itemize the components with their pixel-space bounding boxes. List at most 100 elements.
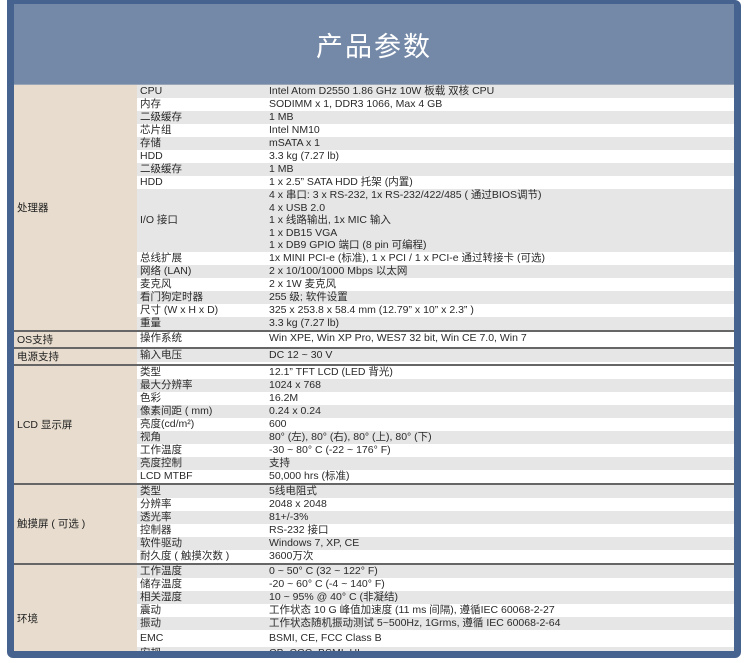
spec-key: 耐久度 ( 触摸次数 ) [140, 549, 230, 562]
spec-value: Windows 7, XP, CE [269, 536, 360, 549]
spec-key: 工作温度 [140, 564, 182, 577]
spec-key: 输入电压 [140, 348, 182, 361]
table-row: 麦克风 2 x 1W 麦克风 [137, 278, 734, 291]
spec-key: 总线扩展 [140, 251, 182, 264]
table-row: 控制器 RS-232 接口 [137, 524, 734, 537]
spec-key: 视角 [140, 430, 161, 443]
section-label: 电源支持 [14, 348, 137, 364]
spec-value: Win XPE, Win XP Pro, WES7 32 bit, Win CE… [269, 331, 527, 344]
spec-key: 震动 [140, 603, 161, 616]
spec-value: mSATA x 1 [269, 137, 320, 149]
table-row: LCD MTBF 50,000 hrs (标准) [137, 470, 734, 483]
spec-section: 处理器 CPU Intel Atom D2550 1.86 GHz 10W 板载 双… [14, 85, 734, 332]
spec-value: 0.24 x 0.24 [269, 404, 321, 417]
spec-key: 储存温度 [140, 577, 182, 590]
spec-key: 存储 [140, 137, 161, 150]
table-row: 分辨率 2048 x 2048 [137, 498, 734, 511]
table-row: 震动 工作状态 10 G 峰值加速度 (11 ms 间隔), 遵循IEC 6006… [137, 604, 734, 617]
table-row: 最大分辨率 1024 x 768 [137, 378, 734, 392]
spec-value: 325 x 253.8 x 58.4 mm (12.79” x 10” x 2.… [269, 303, 474, 316]
spec-value: -30 ~ 80° C (-22 ~ 176° F) [269, 443, 391, 456]
spec-key: 最大分辨率 [140, 378, 193, 391]
spec-section: 触摸屏 ( 可选 ) 类型 5线电阻式 分辨率 2048 x 2048 透光率 81+/-3… [14, 484, 734, 565]
table-row: 像素间距 ( mm) 0.24 x 0.24 [137, 404, 734, 418]
spec-value: CB, CCC, BSMI, UL [269, 646, 363, 658]
spec-key: 亮度(cd/m²) [140, 417, 195, 430]
spec-key: 工作温度 [140, 443, 182, 456]
section-label: LCD 显示屏 [14, 365, 137, 483]
table-row: 工作温度 0 ~ 50° C (32 ~ 122° F) [137, 564, 734, 578]
spec-value: 1 MB [269, 163, 294, 175]
section-rows: 类型 12.1” TFT LCD (LED 背光) 最大分辨率 1024 x 768 色… [137, 366, 734, 483]
spec-panel: 产品参数 处理器 CPU Intel Atom D2550 1.86 GHz 10W… [7, 0, 741, 658]
spec-value: 255 级; 软件设置 [269, 290, 348, 303]
spec-key: 类型 [140, 484, 161, 497]
spec-value: 600 [269, 417, 287, 430]
spec-value: 1x MINI PCI-e (标准), 1 x PCI / 1 x PCI-e … [269, 251, 545, 264]
spec-key: HDD [140, 150, 163, 163]
spec-key: 重量 [140, 316, 161, 329]
spec-value: 支持 [269, 456, 290, 469]
spec-value: BSMI, CE, FCC Class B [269, 631, 382, 644]
spec-value: SODIMM x 1, DDR3 1066, Max 4 GB [269, 98, 443, 110]
table-row: HDD 1 x 2.5” SATA HDD 托架 (内置) [137, 176, 734, 189]
spec-value: -20 ~ 60° C (-4 ~ 140° F) [269, 577, 385, 590]
spec-value: 3.3 kg (7.27 lb) [269, 316, 340, 329]
table-row: I/O 接口 4 x 串口: 3 x RS-232, 1x RS-232/422/… [137, 189, 734, 252]
table-row: 视角 80° (左), 80° (右), 80° (上), 80° (下) [137, 430, 734, 444]
table-row: 软件驱动 Windows 7, XP, CE [137, 536, 734, 550]
table-row: 总线扩展 1x MINI PCI-e (标准), 1 x PCI / 1 x PC… [137, 252, 734, 265]
table-row: EMC BSMI, CE, FCC Class B [137, 630, 734, 647]
spec-value: 2 x 1W 麦克风 [269, 277, 337, 290]
spec-section: 电源支持 输入电压 DC 12 ~ 30 V [14, 348, 734, 366]
spec-value: 5线电阻式 [269, 484, 317, 497]
section-label: OS支持 [14, 331, 137, 347]
table-row: 输入电压 DC 12 ~ 30 V [137, 348, 734, 362]
spec-key: 控制器 [140, 523, 172, 536]
table-row: 存储 mSATA x 1 [137, 137, 734, 150]
spec-value: 1024 x 768 [269, 378, 321, 391]
table-row: 尺寸 (W x H x D) 325 x 253.8 x 58.4 mm (12.… [137, 304, 734, 317]
spec-key: LCD MTBF [140, 469, 193, 482]
spec-section: OS支持 操作系统 Win XPE, Win XP Pro, WES7 32 bit… [14, 331, 734, 349]
spec-value: 2 x 10/100/1000 Mbps 以太网 [269, 264, 408, 277]
spec-key: 尺寸 (W x H x D) [140, 303, 219, 316]
spec-key: 像素间距 ( mm) [140, 404, 213, 417]
section-label: 触摸屏 ( 可选 ) [14, 484, 137, 563]
table-row: 重量 3.3 kg (7.27 lb) [137, 316, 734, 330]
spec-key: 内存 [140, 98, 161, 111]
spec-key: EMC [140, 631, 164, 644]
spec-key: 二级缓存 [140, 111, 182, 124]
spec-value: 3.3 kg (7.27 lb) [269, 150, 340, 162]
section-rows: 操作系统 Win XPE, Win XP Pro, WES7 32 bit, Wi… [137, 332, 734, 347]
table-row: 内存 SODIMM x 1, DDR3 1066, Max 4 GB [137, 98, 734, 111]
section-rows: 输入电压 DC 12 ~ 30 V [137, 348, 734, 364]
spec-key: 安规 [140, 646, 161, 658]
spec-key: 操作系统 [140, 331, 182, 344]
spec-section: 环境 工作温度 0 ~ 50° C (32 ~ 122° F) 储存温度 -20 ~ 6… [14, 564, 734, 658]
spec-value: 10 ~ 95% @ 40° C (非凝结) [269, 590, 398, 603]
header-bar: 产品参数 [14, 4, 734, 85]
spec-key: I/O 接口 [140, 214, 178, 226]
spec-key: 相关湿度 [140, 590, 182, 603]
spec-value: 1 MB [269, 111, 294, 123]
spec-key: 亮度控制 [140, 456, 182, 469]
table-row: 二级缓存 1 MB [137, 163, 734, 176]
spec-key: 分辨率 [140, 497, 172, 510]
spec-key: 色彩 [140, 391, 161, 404]
spec-key: 网络 (LAN) [140, 264, 192, 277]
table-row: 安规 CB, CCC, BSMI, UL [137, 646, 734, 658]
spec-value: 2048 x 2048 [269, 497, 327, 510]
spec-value: 4 x 串口: 3 x RS-232, 1x RS-232/422/485 ( … [269, 189, 542, 251]
spec-key: 看门狗定时器 [140, 290, 203, 303]
spec-key: 类型 [140, 365, 161, 378]
table-row: CPU Intel Atom D2550 1.86 GHz 10W 板载 双核 C… [137, 85, 734, 98]
table-row: 储存温度 -20 ~ 60° C (-4 ~ 140° F) [137, 578, 734, 591]
spec-key: 透光率 [140, 510, 172, 523]
section-rows: 工作温度 0 ~ 50° C (32 ~ 122° F) 储存温度 -20 ~ 60°… [137, 564, 734, 658]
table-row: 亮度(cd/m²) 600 [137, 418, 734, 431]
spec-value: DC 12 ~ 30 V [269, 348, 333, 361]
section-rows: 类型 5线电阻式 分辨率 2048 x 2048 透光率 81+/-3% 控制器 RS-232… [137, 484, 734, 563]
table-row: 耐久度 ( 触摸次数 ) 3600万次 [137, 550, 734, 563]
spec-key: 芯片组 [140, 124, 172, 137]
